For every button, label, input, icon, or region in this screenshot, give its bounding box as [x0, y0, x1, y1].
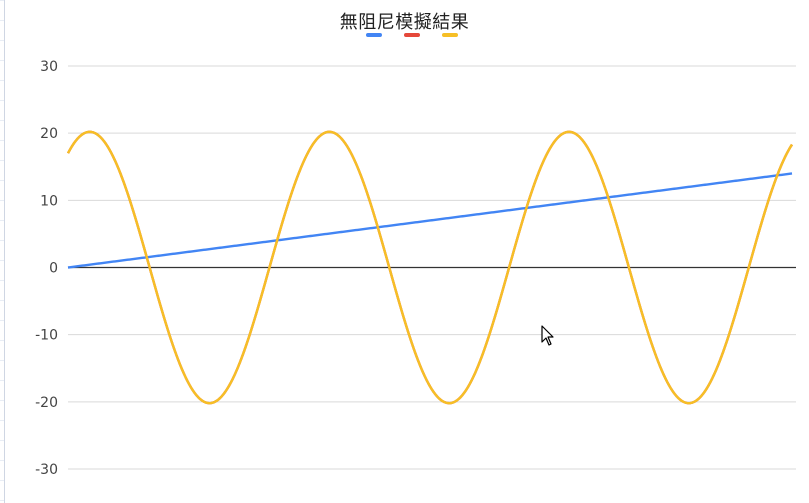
- legend-swatch-yellow[interactable]: [442, 33, 458, 37]
- series-line-yellow[interactable]: [66, 130, 794, 405]
- y-tick-label: -30: [35, 462, 58, 478]
- y-tick-label: 0: [49, 261, 58, 277]
- chart-title: 無阻尼模擬結果: [339, 12, 470, 33]
- spreadsheet-edge: [0, 0, 5, 503]
- legend-swatch-red[interactable]: [404, 33, 420, 37]
- y-tick-label: 30: [40, 59, 58, 75]
- y-tick-label: -10: [35, 328, 58, 344]
- series-line-blue[interactable]: [67, 172, 793, 269]
- y-tick-label: -20: [35, 395, 58, 411]
- y-tick-label: 20: [40, 126, 58, 142]
- y-tick-label: 10: [40, 193, 58, 209]
- legend-swatch-blue[interactable]: [366, 33, 382, 37]
